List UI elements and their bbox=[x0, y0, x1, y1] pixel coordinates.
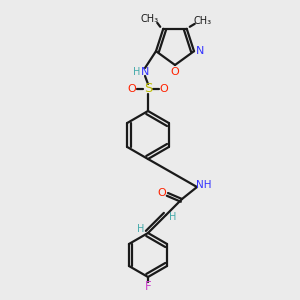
Text: O: O bbox=[128, 84, 136, 94]
Text: N: N bbox=[196, 46, 204, 56]
Text: S: S bbox=[144, 82, 152, 95]
Text: N: N bbox=[141, 67, 149, 77]
Text: H: H bbox=[133, 67, 141, 77]
Text: O: O bbox=[158, 188, 166, 198]
Text: H: H bbox=[137, 224, 145, 234]
Text: H: H bbox=[169, 212, 177, 222]
Text: O: O bbox=[160, 84, 168, 94]
Text: CH₃: CH₃ bbox=[140, 14, 158, 24]
Text: F: F bbox=[145, 280, 151, 292]
Text: NH: NH bbox=[196, 180, 212, 190]
Text: CH₃: CH₃ bbox=[194, 16, 212, 26]
Text: O: O bbox=[171, 67, 179, 77]
